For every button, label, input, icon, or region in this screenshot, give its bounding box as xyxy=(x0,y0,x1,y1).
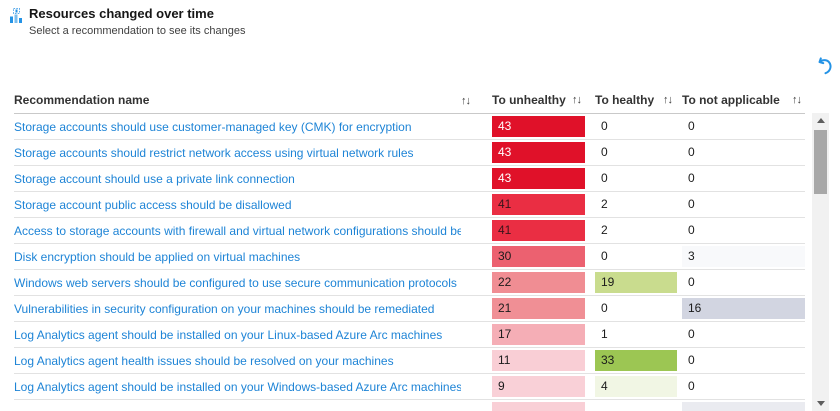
table-row[interactable]: Log Analytics agent should be installed … xyxy=(14,322,805,348)
to-healthy-value: 0 xyxy=(601,249,608,263)
to-unhealthy-value: 9 xyxy=(492,376,585,397)
sort-arrows-icon: ↑↓ xyxy=(461,94,471,107)
to-unhealthy-value xyxy=(492,402,585,411)
table-row[interactable]: Storage account should use a private lin… xyxy=(14,166,805,192)
to-unhealthy-value: 21 xyxy=(492,298,585,319)
to-healthy-value: 1 xyxy=(601,327,608,341)
to-not-applicable-value: 16 xyxy=(682,298,805,319)
recommendation-link[interactable]: Vulnerabilities in security configuratio… xyxy=(14,301,435,316)
column-header-to-healthy[interactable]: To healthy ↑↓ xyxy=(595,86,682,113)
sort-icon-recommendation-name[interactable]: ↑↓ xyxy=(461,93,492,107)
resources-change-chart-icon xyxy=(8,8,24,24)
to-not-applicable-value: 0 xyxy=(688,327,695,341)
scrollbar-thumb[interactable] xyxy=(814,130,827,194)
recommendation-link[interactable]: Storage accounts should restrict network… xyxy=(14,145,414,160)
column-header-label: To unhealthy xyxy=(492,92,566,107)
to-not-applicable-value xyxy=(682,402,805,411)
to-not-applicable-value: 3 xyxy=(682,246,805,267)
to-healthy-value: 33 xyxy=(595,350,677,371)
sort-arrows-icon[interactable]: ↑↓ xyxy=(663,93,673,106)
scrollbar-down-arrow-icon[interactable] xyxy=(812,396,829,411)
to-not-applicable-value: 0 xyxy=(688,379,695,393)
recommendation-link[interactable]: Storage account should use a private lin… xyxy=(14,171,295,186)
to-not-applicable-value: 0 xyxy=(688,223,695,237)
sort-arrows-icon[interactable]: ↑↓ xyxy=(792,93,802,106)
to-not-applicable-value: 0 xyxy=(688,197,695,211)
to-unhealthy-value: 43 xyxy=(492,142,585,163)
recommendation-link[interactable]: Log Analytics agent health issues should… xyxy=(14,353,394,368)
to-healthy-value: 2 xyxy=(601,223,608,237)
panel-subtitle: Select a recommendation to see its chang… xyxy=(29,25,246,37)
to-unhealthy-value: 30 xyxy=(492,246,585,267)
to-unhealthy-value: 41 xyxy=(492,194,585,215)
recommendation-link[interactable]: Log Analytics agent should be installed … xyxy=(14,327,443,342)
panel-header: Resources changed over time Select a rec… xyxy=(8,6,245,38)
recommendation-link[interactable]: Disk encryption should be applied on vir… xyxy=(14,249,301,264)
recommendation-link[interactable]: Log Analytics agent should be installed … xyxy=(14,379,461,394)
column-header-label: To healthy xyxy=(595,92,655,107)
undo-icon[interactable] xyxy=(813,57,835,79)
column-header-label: To not applicable xyxy=(682,92,780,107)
table-row[interactable]: Log Analytics agent health issues should… xyxy=(14,348,805,374)
to-healthy-value: 0 xyxy=(601,171,608,185)
to-healthy-value: 19 xyxy=(595,272,677,293)
table-row[interactable]: Windows web servers should be configured… xyxy=(14,270,805,296)
table-row[interactable]: Storage accounts should use customer-man… xyxy=(14,114,805,140)
table-row[interactable]: Disk encryption should be applied on vir… xyxy=(14,244,805,270)
to-not-applicable-value: 0 xyxy=(688,171,695,185)
to-unhealthy-value: 22 xyxy=(492,272,585,293)
to-not-applicable-value: 0 xyxy=(688,145,695,159)
to-not-applicable-value: 0 xyxy=(688,275,695,289)
column-header-label: Recommendation name xyxy=(14,92,150,107)
recommendations-table: Recommendation name ↑↓ To unhealthy ↑↓ T… xyxy=(14,86,805,411)
to-healthy-value: 0 xyxy=(601,301,608,315)
table-row[interactable]: Vulnerabilities in security configuratio… xyxy=(14,296,805,322)
to-healthy-value: 2 xyxy=(601,197,608,211)
recommendation-link[interactable]: Access to storage accounts with firewall… xyxy=(14,223,461,238)
table-row[interactable]: Storage accounts should restrict network… xyxy=(14,140,805,166)
to-unhealthy-value: 43 xyxy=(492,116,585,137)
to-healthy-value: 0 xyxy=(601,119,608,133)
vertical-scrollbar[interactable] xyxy=(812,113,829,411)
table-row[interactable] xyxy=(14,400,805,411)
to-unhealthy-value: 17 xyxy=(492,324,585,345)
to-unhealthy-value: 43 xyxy=(492,168,585,189)
recommendation-link[interactable]: Storage account public access should be … xyxy=(14,197,292,212)
to-unhealthy-value: 41 xyxy=(492,220,585,241)
table-header-row: Recommendation name ↑↓ To unhealthy ↑↓ T… xyxy=(14,86,805,114)
to-healthy-value: 0 xyxy=(601,145,608,159)
recommendation-link[interactable]: Windows web servers should be configured… xyxy=(14,275,457,290)
table-row[interactable]: Log Analytics agent should be installed … xyxy=(14,374,805,400)
table-row[interactable]: Access to storage accounts with firewall… xyxy=(14,218,805,244)
recommendation-link[interactable]: Storage accounts should use customer-man… xyxy=(14,119,412,134)
to-healthy-value xyxy=(595,402,677,411)
column-header-to-unhealthy[interactable]: To unhealthy ↑↓ xyxy=(492,86,595,113)
table-row[interactable]: Storage account public access should be … xyxy=(14,192,805,218)
to-not-applicable-value: 0 xyxy=(688,119,695,133)
sort-arrows-icon[interactable]: ↑↓ xyxy=(572,93,582,106)
scrollbar-up-arrow-icon[interactable] xyxy=(812,113,829,128)
to-not-applicable-value: 0 xyxy=(688,353,695,367)
table-body: Storage accounts should use customer-man… xyxy=(14,114,805,411)
to-healthy-value: 4 xyxy=(595,376,677,397)
panel-title: Resources changed over time xyxy=(29,6,214,21)
to-unhealthy-value: 11 xyxy=(492,350,585,371)
column-header-to-not-applicable[interactable]: To not applicable ↑↓ xyxy=(682,86,805,113)
column-header-recommendation-name[interactable]: Recommendation name xyxy=(14,93,461,107)
